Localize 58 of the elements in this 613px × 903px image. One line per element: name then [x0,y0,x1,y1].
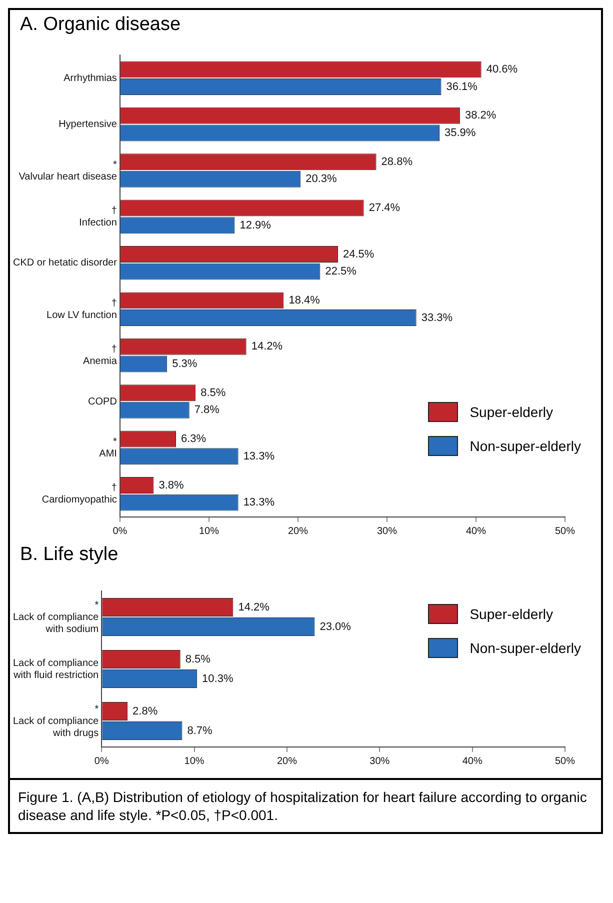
data-label: 6.3% [181,433,206,446]
data-label: 5.3% [172,358,198,370]
data-label: 27.4% [368,202,400,214]
data-label: 20.3% [306,173,338,186]
y-tick-label: * Lack of compliance with drugs [12,704,100,739]
legend-label: Super-elderly [470,606,553,622]
data-label: 22.5% [325,266,357,278]
data-label: 8.5% [185,653,211,666]
data-label: 3.8% [158,479,184,492]
data-label: 8.7% [187,724,213,737]
y-tick-label: COPD [88,396,117,408]
y-tick-label: † Anemia [83,344,118,368]
y-tick-label: Lack of compliance with fluid restriction [12,658,100,681]
data-label: 7.8% [194,404,220,416]
legend-label: Non-super-elderly [470,640,581,656]
x-tick-label: 20% [276,756,298,767]
x-tick-label: 40% [466,526,486,537]
data-label: 8.5% [200,386,226,399]
chart-title: B. Life style [20,544,120,566]
x-tick-label: 50% [554,526,576,537]
y-tick-label: † Cardiomyopathic [42,482,117,506]
data-label: 28.8% [381,156,413,168]
data-label: 33.3% [421,312,453,324]
chart-title: A. Organic disease [20,14,182,36]
y-tick-label: CKD or hetatic disorder [12,258,118,269]
legend-label: Non-super-elderly [470,438,581,454]
data-label: 40.6% [486,63,518,76]
data-label: 38.2% [464,110,496,122]
x-tick-label: 40% [462,756,482,767]
data-label: 18.4% [288,294,320,306]
data-label: 24.5% [343,248,374,260]
y-tick-label: † Low LV function [46,298,117,321]
data-label: 14.2% [251,340,283,353]
y-tick-label: * Lack of compliance with sodium [12,600,100,635]
caption: Figure 1. (A,B) Distribution of etiology of hospitalization for heart failure according to organic disease and life style. *P<0.05, †P<0.001. [10,778,601,832]
x-tick-label: 0% [94,756,109,767]
data-label: 23.0% [320,620,352,633]
data-label: 12.9% [240,219,272,232]
x-tick-label: 30% [376,526,398,537]
data-label: 13.3% [243,496,275,509]
x-tick-label: 20% [288,526,308,537]
y-tick-label: * AMI [99,436,118,460]
x-tick-label: 10% [198,526,220,537]
data-label: 10.3% [202,672,234,685]
y-tick-label: * Valvular heart disease [18,159,118,182]
data-label: 36.1% [446,80,478,93]
y-tick-label: Hypertensive [58,119,118,130]
data-label: 13.3% [243,450,275,462]
x-tick-label: 10% [184,756,204,767]
legend-label: Super-elderly [470,404,553,420]
x-tick-label: 50% [554,756,576,767]
data-label: 2.8% [132,705,158,718]
y-tick-label: Arrhythmias [64,72,117,84]
x-tick-label: 30% [370,756,390,767]
data-label: 35.9% [444,126,476,139]
x-tick-label: 0% [112,526,128,537]
y-tick-label: † Infection [79,205,117,228]
data-label: 14.2% [238,601,270,614]
